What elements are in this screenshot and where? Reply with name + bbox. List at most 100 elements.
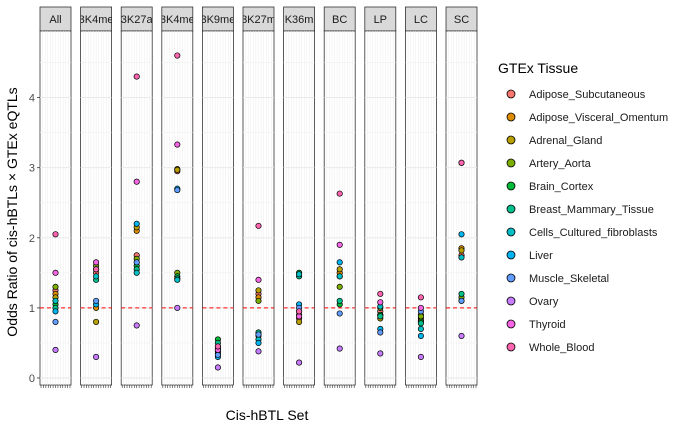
facet-strip	[80, 6, 112, 32]
legend-item: Brain_Cortex	[506, 181, 594, 193]
legend-item: Whole_Blood	[506, 342, 594, 354]
data-point	[336, 190, 343, 197]
data-point	[255, 348, 262, 355]
gridlines	[446, 31, 477, 385]
data-point	[174, 187, 181, 194]
data-point	[255, 276, 262, 283]
data-point	[336, 345, 343, 352]
data-point	[133, 259, 140, 266]
legend-swatch	[506, 158, 516, 168]
legend-item: Cells_Cultured_fibroblasts	[506, 227, 658, 239]
data-point	[417, 320, 424, 327]
legend-label: Cells_Cultured_fibroblasts	[529, 227, 658, 239]
facet-label: K36m	[285, 14, 314, 26]
data-point	[52, 297, 59, 304]
data-point	[336, 283, 343, 290]
facet-strip	[323, 6, 356, 32]
legend-item: Muscle_Skeletal	[506, 273, 609, 285]
data-point	[417, 353, 424, 361]
data-point	[174, 166, 181, 173]
facet-strip	[39, 6, 72, 32]
data-point	[377, 329, 384, 336]
data-point	[133, 269, 140, 276]
facet-label: 3K9me	[200, 14, 235, 26]
legend-swatch	[506, 89, 516, 99]
data-point	[52, 318, 59, 325]
legend-label: Adipose_Visceral_Omentum	[529, 112, 668, 124]
legend-swatch	[506, 342, 516, 352]
data-point	[336, 310, 343, 317]
y-tick-label: 3	[29, 163, 35, 175]
legend-item: Adipose_Visceral_Omentum	[506, 112, 668, 124]
y-tick-label: 0	[29, 373, 35, 385]
y-tick-label: 2	[29, 233, 35, 245]
data-point	[93, 297, 100, 304]
facet-panel: 3K27a	[120, 6, 154, 388]
data-point	[417, 332, 424, 339]
facet-strip	[283, 6, 316, 32]
data-point	[336, 266, 343, 273]
y-tick-label: 1	[29, 303, 35, 315]
legend-item: Liver	[506, 250, 553, 262]
data-point	[336, 259, 343, 266]
legend-swatch	[506, 227, 516, 237]
data-point	[296, 318, 303, 325]
facet-label: 3K4me	[160, 14, 195, 26]
data-point	[93, 273, 100, 280]
facet-panel: 3K27m	[242, 6, 275, 388]
data-point	[296, 271, 303, 278]
legend-label: Ovary	[529, 296, 559, 308]
data-point	[458, 297, 465, 304]
facet-strip	[364, 6, 397, 32]
data-point	[458, 290, 465, 297]
legend-title: GTEx Tissue	[498, 60, 578, 76]
data-point	[133, 73, 140, 80]
facet-label: LC	[414, 14, 428, 26]
data-point	[93, 353, 100, 361]
gridlines	[40, 31, 71, 385]
legend-item: Ovary	[506, 296, 559, 308]
data-point	[52, 308, 59, 315]
legend-label: Artery_Aorta	[529, 158, 592, 170]
data-point	[458, 332, 465, 339]
data-point	[133, 220, 140, 227]
legend-item: Adrenal_Gland	[506, 135, 602, 147]
facet-label: 3K4me	[79, 14, 114, 26]
data-point	[336, 273, 343, 280]
data-point	[174, 304, 181, 311]
data-point	[458, 254, 465, 261]
data-point	[377, 290, 384, 297]
legend-swatch	[506, 135, 516, 145]
data-point	[174, 52, 181, 59]
data-point	[255, 331, 262, 338]
data-point	[255, 339, 262, 346]
legend-swatch	[506, 296, 516, 306]
data-point	[296, 308, 303, 315]
legend-swatch	[506, 319, 516, 329]
gridlines	[202, 31, 234, 385]
x-axis-title: Cis-hBTL Set	[226, 407, 309, 423]
facet-label: 3K27a	[121, 14, 154, 26]
data-point	[93, 259, 100, 266]
data-point	[255, 222, 262, 229]
facet-panel: All	[39, 6, 72, 388]
legend-item: Breast_Mammary_Tissue	[506, 204, 654, 216]
y-tick-label: 4	[29, 93, 35, 105]
data-point	[93, 318, 100, 325]
data-point	[377, 313, 384, 320]
data-point	[336, 297, 343, 304]
facet-strip	[445, 6, 478, 32]
data-point	[93, 266, 100, 273]
data-point	[133, 178, 140, 185]
facet-panel: BC	[323, 6, 356, 388]
legend-item: Artery_Aorta	[506, 158, 592, 170]
data-point	[133, 322, 140, 329]
legend-label: Muscle_Skeletal	[529, 273, 609, 285]
facet-panel: 3K4me	[160, 6, 195, 388]
data-point	[458, 159, 465, 166]
facet-label: BC	[332, 14, 347, 26]
facet-label: LP	[374, 14, 387, 26]
y-axis-title: Odds Ratio of cis-hBTLs × GTEx eQTLs	[4, 87, 20, 336]
data-point	[214, 364, 221, 371]
